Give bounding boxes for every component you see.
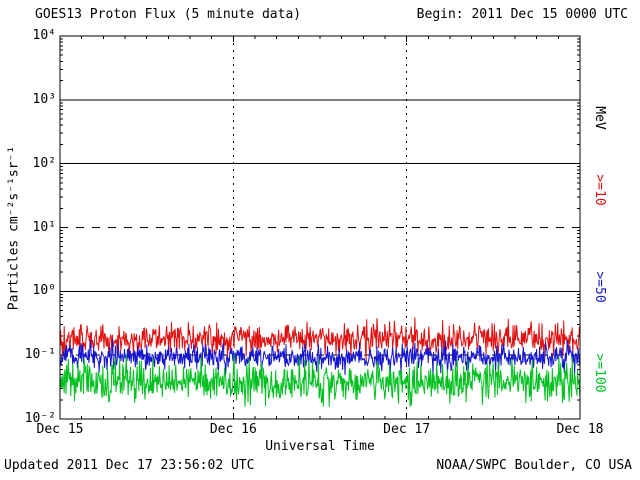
- right-axis-label-50: >=50: [592, 271, 607, 303]
- y-tick-label: 10³: [32, 91, 56, 107]
- chart-title: GOES13 Proton Flux (5 minute data): [35, 7, 302, 22]
- updated-timestamp: Updated 2011 Dec 17 23:56:02 UTC: [4, 458, 255, 473]
- series-gte10: [59, 317, 581, 361]
- y-tick-label: 10⁻¹: [24, 347, 56, 363]
- y-tick-label: 10⁻²: [24, 411, 56, 426]
- y-tick-label: 10⁴: [32, 28, 56, 43]
- right-axis-label-10: >=10: [592, 174, 607, 206]
- right-axis-label-mev: MeV: [592, 106, 607, 130]
- right-axis-label-100: >=100: [592, 353, 607, 393]
- x-tick-label: Dec 16: [209, 422, 257, 437]
- y-tick-label: 10¹: [32, 219, 56, 235]
- x-tick-label: Dec 18: [556, 422, 604, 437]
- x-tick-label: Dec 15: [36, 422, 84, 437]
- x-tick-label: Dec 17: [383, 422, 431, 437]
- y-tick-label: 10²: [32, 155, 56, 171]
- series-gte100: [59, 354, 581, 407]
- y-tick-label: 10⁰: [32, 283, 56, 299]
- begin-timestamp: Begin: 2011 Dec 15 0000 UTC: [416, 7, 628, 22]
- x-axis-label: Universal Time: [265, 439, 375, 454]
- series-gte50: [59, 338, 581, 377]
- plot-frame: [59, 35, 581, 420]
- credit-text: NOAA/SWPC Boulder, CO USA: [436, 458, 632, 473]
